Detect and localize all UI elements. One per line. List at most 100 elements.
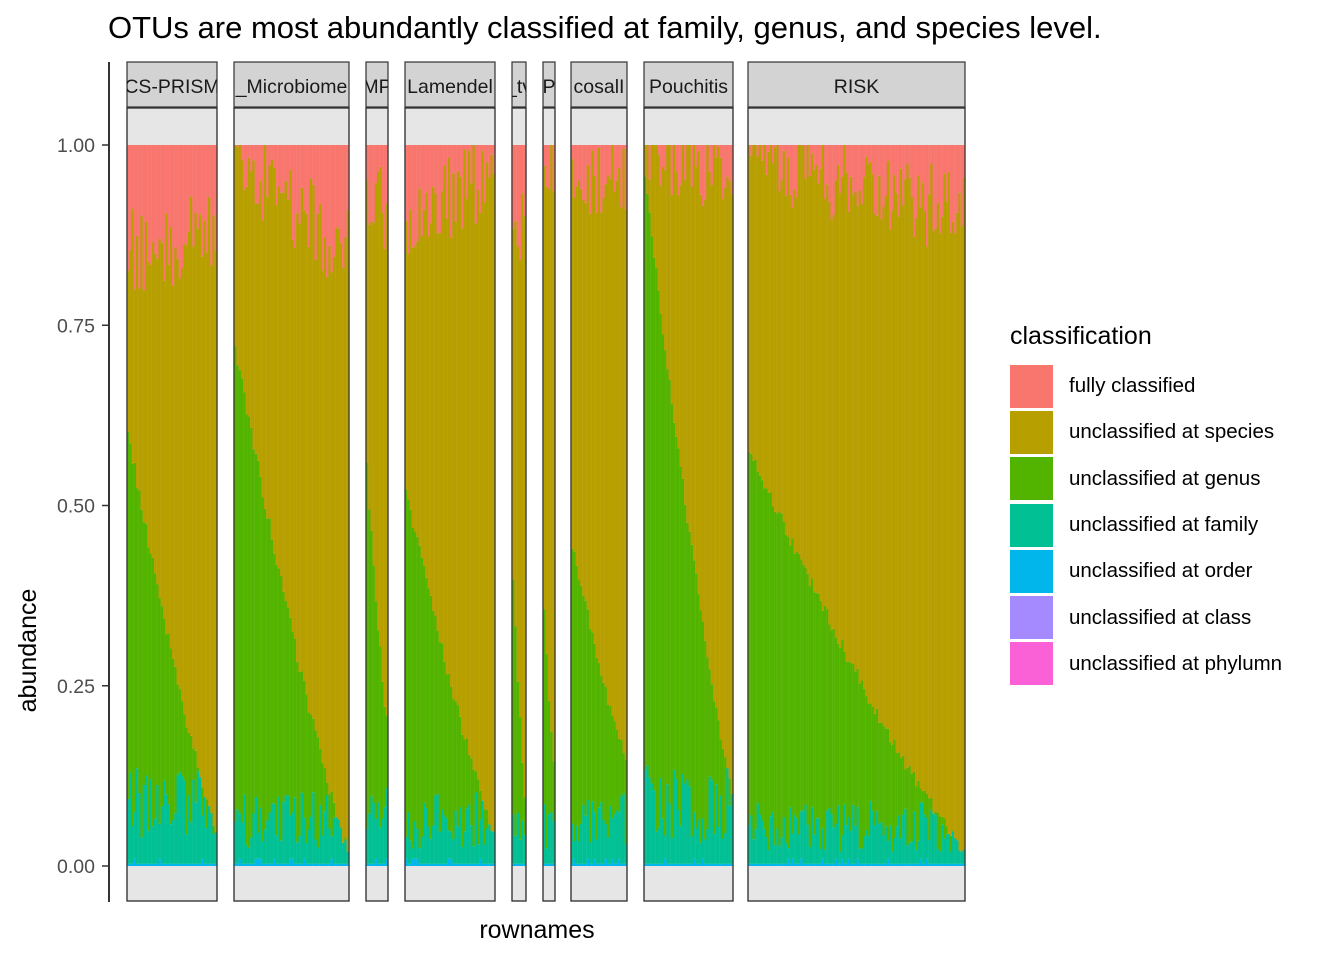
bar-segment [824, 850, 826, 864]
bar-segment [464, 831, 466, 864]
bar-segment [883, 207, 885, 726]
bar-segment [269, 864, 271, 866]
bar-segment [259, 859, 261, 866]
bar-segment [811, 578, 813, 807]
bar-segment [878, 145, 880, 176]
bar-segment [889, 145, 891, 229]
bar-segment [695, 573, 697, 828]
bar-segment [134, 145, 136, 290]
bar-segment [273, 804, 275, 859]
bar-segment [338, 229, 340, 820]
legend-label: fully classified [1069, 374, 1195, 398]
bar-segment [136, 236, 138, 488]
bar-segment [724, 145, 726, 188]
bar-segment [545, 864, 548, 866]
legend-item: fully classified [1010, 363, 1282, 409]
bar-segment [434, 615, 436, 795]
bar-segment [872, 811, 874, 864]
bar-segment [373, 145, 375, 223]
bar-segment [841, 145, 843, 176]
bar-segment [255, 454, 257, 797]
bar-segment [197, 145, 199, 229]
bar-segment [475, 772, 477, 793]
bar-segment [150, 145, 152, 265]
bar-segment [596, 658, 598, 840]
bar-segment [664, 170, 666, 350]
bar-segment [887, 859, 889, 866]
bar-segment [479, 819, 481, 858]
bar-segment [843, 864, 845, 866]
bar-segment [950, 233, 952, 836]
bar-segment [379, 145, 381, 167]
bar-segment [623, 145, 625, 149]
bar-segment [204, 864, 206, 866]
bar-segment [848, 661, 850, 817]
bar-segment [609, 145, 611, 179]
bar-segment [136, 145, 138, 236]
bar-segment [887, 145, 889, 161]
bar-segment [677, 864, 679, 866]
bar-segment [596, 840, 598, 864]
bar-segment [958, 193, 960, 851]
bar-segment [282, 864, 284, 866]
bar-segment [468, 755, 470, 805]
bar-segment [833, 864, 835, 866]
bar-segment [893, 739, 895, 838]
bar-segment [911, 774, 913, 842]
bar-segment [450, 687, 452, 832]
bar-segment [752, 864, 754, 866]
bar-segment [885, 728, 887, 826]
bar-segment [902, 145, 904, 205]
bar-segment [800, 145, 802, 559]
bar-segment [653, 145, 655, 258]
bar-segment [811, 807, 813, 864]
bar-segment [259, 145, 261, 180]
bar-segment [835, 638, 837, 824]
bar-segment [255, 203, 257, 454]
bar-segment [750, 815, 752, 864]
bar-segment [958, 851, 960, 864]
bar-segment [252, 864, 254, 866]
bar-segment [891, 864, 893, 866]
bar-segment [616, 811, 618, 864]
bar-segment [305, 694, 307, 843]
bar-segment [607, 175, 609, 705]
bar-segment [488, 864, 490, 866]
bar-segment [750, 864, 752, 866]
bar-segment [335, 864, 337, 866]
bar-segment [421, 558, 423, 837]
bar-segment [675, 172, 677, 437]
bar-segment [702, 621, 704, 818]
bar-segment [961, 226, 963, 851]
bar-segment [891, 745, 893, 852]
bar-segment [861, 204, 863, 680]
bar-segment [896, 145, 898, 193]
bar-segment [206, 145, 208, 252]
bar-segment [342, 268, 344, 843]
bar-segment [459, 717, 461, 807]
bar-segment [857, 669, 859, 807]
bar-segment [461, 735, 463, 847]
bar-segment [174, 813, 176, 864]
bar-segment [655, 268, 657, 832]
bar-segment [250, 145, 252, 171]
bar-segment [655, 864, 657, 866]
bar-segment [186, 864, 188, 866]
bar-segment [475, 145, 477, 223]
bar-segment [315, 840, 317, 864]
bar-segment [482, 145, 484, 150]
bar-segment [870, 145, 872, 162]
bar-segment [876, 811, 878, 864]
bar-segment [241, 160, 243, 378]
bar-segment [271, 540, 273, 803]
bar-segment [466, 198, 468, 738]
bar-segment [484, 145, 486, 202]
y-tick-label: 0.50 [57, 496, 95, 518]
bar-segment [768, 493, 770, 850]
bar-segment [602, 683, 604, 820]
bar-segment [789, 807, 791, 864]
bar-segment [271, 160, 273, 540]
bar-segment [344, 145, 346, 238]
bar-segment [197, 229, 199, 768]
bar-segment [132, 826, 134, 864]
